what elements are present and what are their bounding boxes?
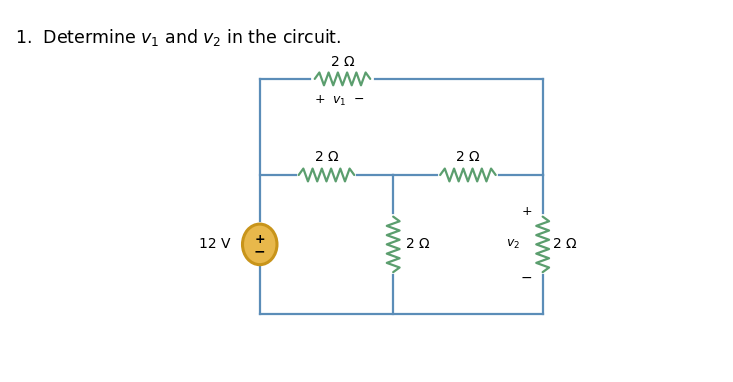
- Text: +: +: [254, 233, 265, 246]
- Text: 2 $\Omega$: 2 $\Omega$: [314, 150, 339, 164]
- Text: 2 $\Omega$: 2 $\Omega$: [405, 237, 430, 251]
- Text: $+$  $v_1$  $-$: $+$ $v_1$ $-$: [314, 94, 365, 108]
- Text: 2 $\Omega$: 2 $\Omega$: [330, 55, 356, 69]
- Text: 1.  Determine $v_1$ and $v_2$ in the circuit.: 1. Determine $v_1$ and $v_2$ in the circ…: [15, 27, 341, 48]
- Text: 2 $\Omega$: 2 $\Omega$: [552, 237, 578, 251]
- Ellipse shape: [243, 224, 277, 265]
- Text: −: −: [254, 244, 265, 258]
- Text: +: +: [521, 205, 532, 218]
- Text: $v_2$: $v_2$: [507, 238, 520, 251]
- Text: 12 V: 12 V: [199, 237, 230, 251]
- Text: 2 $\Omega$: 2 $\Omega$: [455, 150, 481, 164]
- Text: −: −: [521, 270, 532, 285]
